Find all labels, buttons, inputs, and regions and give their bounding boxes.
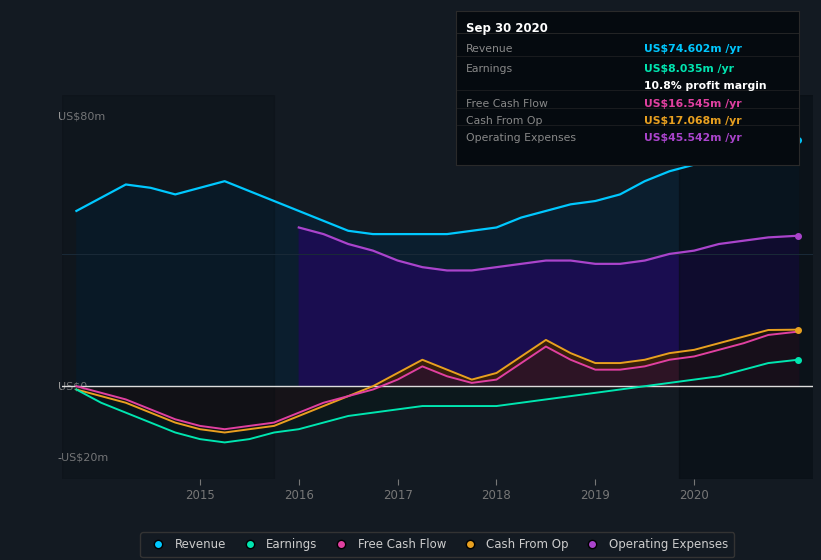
Text: US$16.545m /yr: US$16.545m /yr	[644, 99, 742, 109]
Text: US$80m: US$80m	[57, 111, 105, 122]
Text: Free Cash Flow: Free Cash Flow	[466, 99, 548, 109]
Bar	[679, 95, 818, 479]
Text: Revenue: Revenue	[466, 44, 513, 54]
Text: 10.8% profit margin: 10.8% profit margin	[644, 81, 767, 91]
Bar	[62, 95, 274, 479]
Text: US$45.542m /yr: US$45.542m /yr	[644, 133, 742, 143]
Text: -US$20m: -US$20m	[57, 452, 109, 463]
Text: Cash From Op: Cash From Op	[466, 116, 543, 126]
Text: Sep 30 2020: Sep 30 2020	[466, 22, 548, 35]
Legend: Revenue, Earnings, Free Cash Flow, Cash From Op, Operating Expenses: Revenue, Earnings, Free Cash Flow, Cash …	[140, 533, 734, 557]
Text: US$0: US$0	[57, 381, 87, 391]
Text: US$17.068m /yr: US$17.068m /yr	[644, 116, 742, 126]
Text: US$74.602m /yr: US$74.602m /yr	[644, 44, 742, 54]
Text: Operating Expenses: Operating Expenses	[466, 133, 576, 143]
Text: Earnings: Earnings	[466, 64, 513, 74]
Text: US$8.035m /yr: US$8.035m /yr	[644, 64, 735, 74]
